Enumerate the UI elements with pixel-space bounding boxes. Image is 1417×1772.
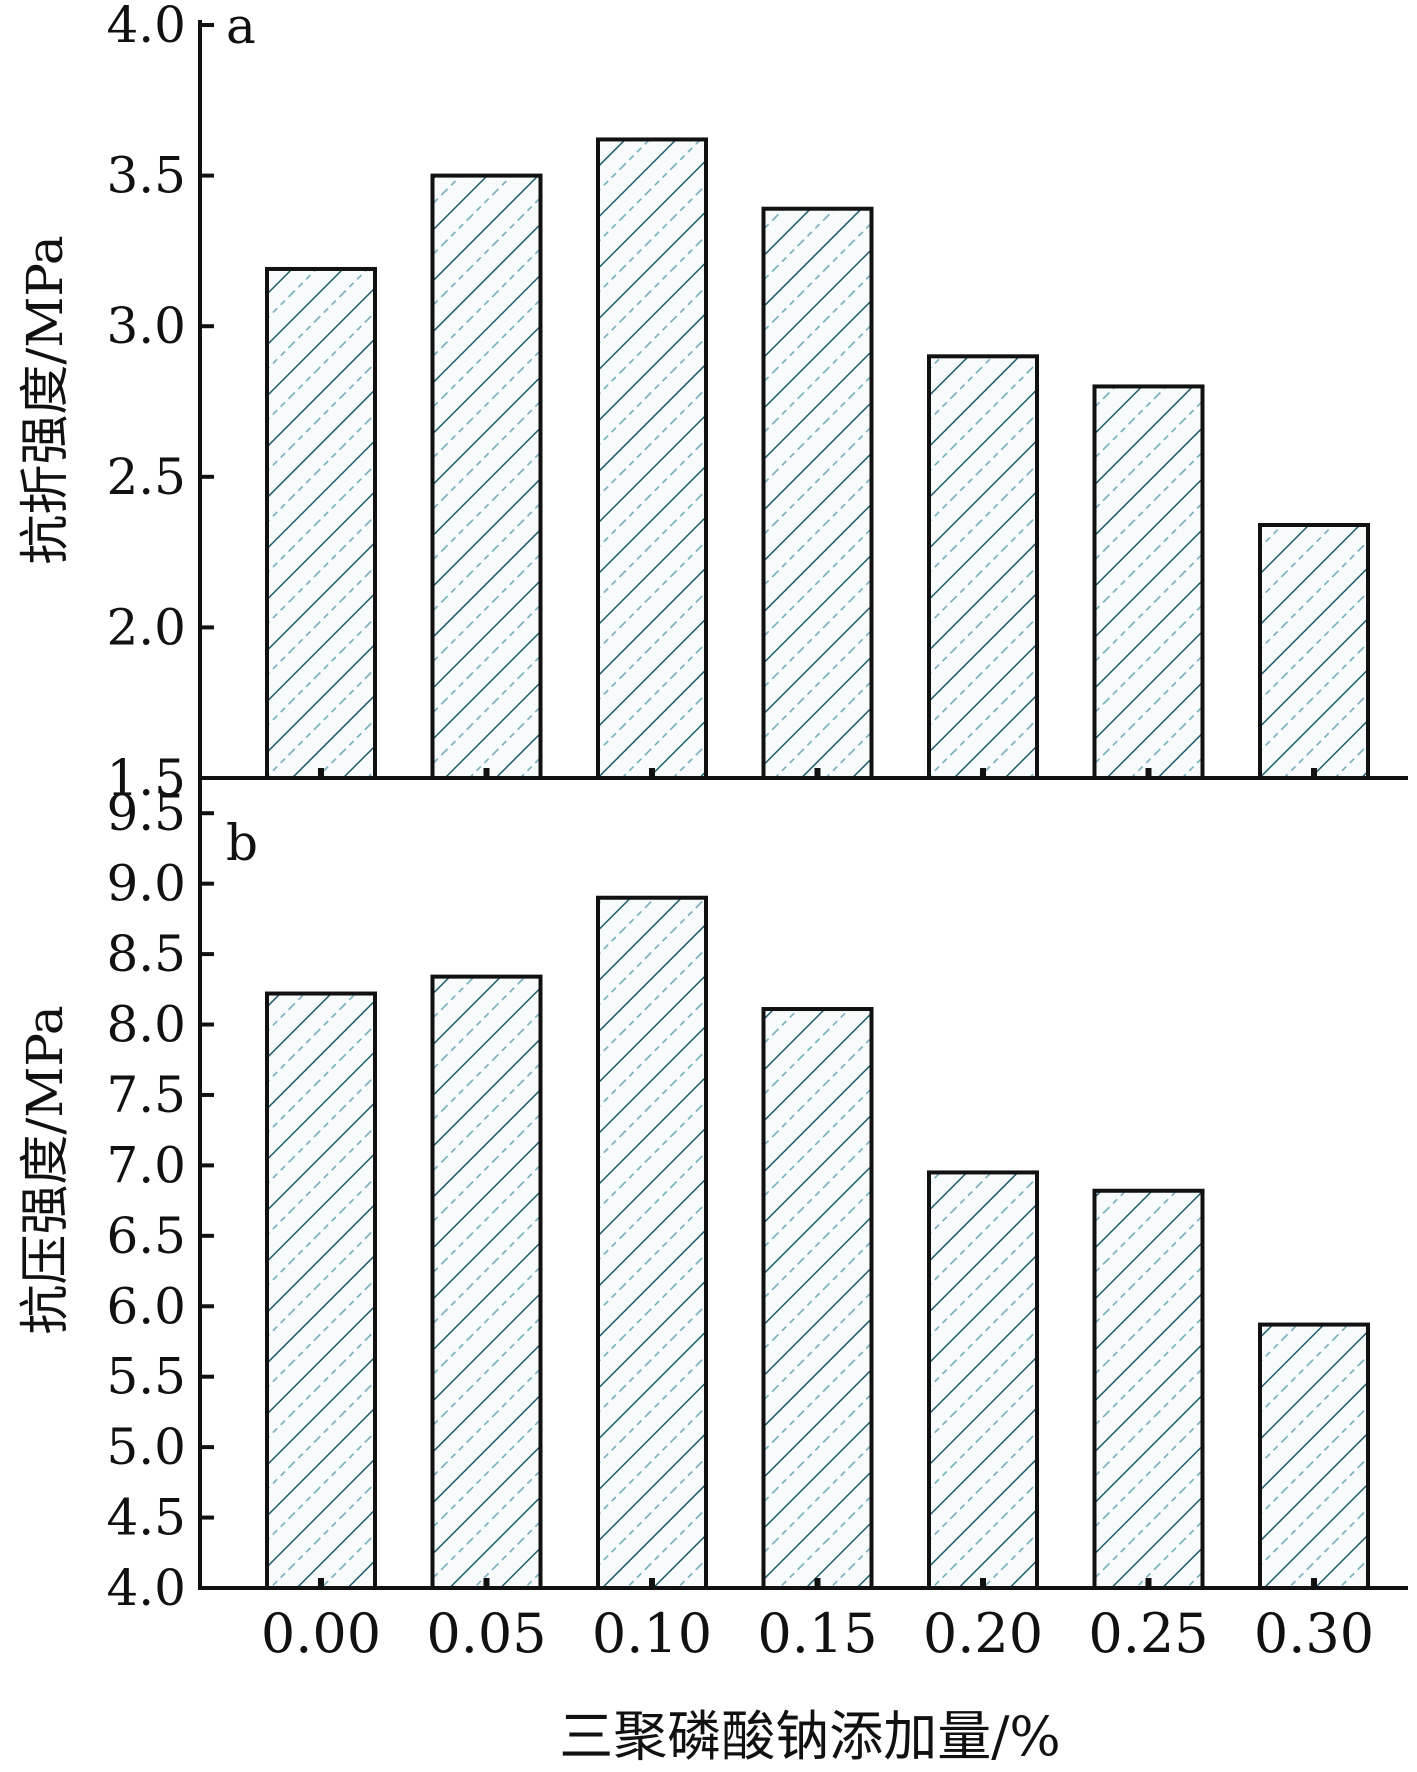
bar-b-0.20 (927, 1170, 1039, 1591)
y-axis-title: 抗折强度/MPa (16, 235, 74, 564)
bar-base-tick (1145, 768, 1152, 778)
y-tick-label: 3.5 (106, 147, 186, 205)
bar-base-tick (814, 768, 821, 778)
bar-b-0.10 (596, 895, 708, 1590)
y-tick-label: 3.0 (106, 297, 186, 355)
x-axis-title: 三聚磷酸钠添加量/% (559, 1705, 1061, 1768)
y-tick-label: 6.0 (106, 1277, 186, 1335)
bar-base-tick (1145, 1578, 1152, 1588)
y-tick-label: 7.5 (106, 1066, 186, 1124)
bar-b-0.00 (265, 991, 377, 1590)
bar-base-tick (483, 768, 490, 778)
bar-base-tick (1311, 768, 1317, 778)
y-tick-label: 9.5 (106, 784, 186, 842)
bar-base-tick (483, 1578, 490, 1588)
y-axis-title: 抗压强度/MPa (16, 1005, 74, 1334)
y-tick-label: 8.0 (106, 996, 186, 1054)
y-tick-label: 4.0 (106, 0, 186, 54)
bar-a-0.05 (430, 173, 543, 781)
y-tick-label: 2.5 (106, 448, 186, 506)
bar-base-tick (318, 768, 324, 778)
x-tick-label: 0.15 (757, 1602, 877, 1665)
x-tick-label: 0.00 (261, 1602, 381, 1665)
y-tick-label: 2.0 (106, 598, 186, 656)
y-tick-label: 6.5 (106, 1207, 186, 1265)
panel-label: b (226, 814, 258, 872)
bar-base-tick (649, 1578, 655, 1588)
bar-base-tick (980, 1578, 986, 1588)
bar-base-tick (318, 1578, 324, 1588)
panel-label: a (226, 0, 256, 55)
bar-b-0.25 (1092, 1188, 1205, 1590)
bar-base-tick (649, 768, 655, 778)
y-tick-label: 9.0 (106, 855, 186, 913)
bar-a-0.15 (761, 206, 874, 780)
x-tick-label: 0.25 (1088, 1602, 1208, 1665)
panel-a: 1.5 2.0 2.5 3.0 3.5 4.0 a 抗折强度/MPa (16, 0, 1408, 807)
bar-a-0.30 (1258, 522, 1370, 780)
y-tick-label: 4.0 (106, 1559, 186, 1617)
chart-root: 1.5 2.0 2.5 3.0 3.5 4.0 a 抗折强度/MPa 4.0 4.5 5.0 5.5 6… (16, 0, 1408, 1768)
y-tick-label: 8.5 (106, 925, 186, 983)
bar-b-0.30 (1258, 1322, 1370, 1590)
y-tick-label: 7.0 (106, 1136, 186, 1194)
x-tick-label: 0.05 (426, 1602, 546, 1665)
bar-a-0.25 (1092, 384, 1205, 780)
y-tick-label: 4.5 (106, 1489, 186, 1547)
bar-a-0.00 (265, 266, 377, 780)
bar-a-0.20 (927, 354, 1039, 780)
y-tick-label: 1.5 (106, 749, 186, 807)
bar-base-tick (980, 768, 986, 778)
x-tick-label: 0.10 (592, 1602, 712, 1665)
bar-b-0.15 (761, 1007, 874, 1590)
y-tick-label: 5.0 (106, 1418, 186, 1476)
bar-base-tick (814, 1578, 821, 1588)
bar-base-tick (1311, 1578, 1317, 1588)
x-tick-label: 0.20 (923, 1602, 1043, 1665)
bar-b-0.05 (430, 974, 543, 1590)
panel-b: 4.0 4.5 5.0 5.5 6.0 6.5 7.0 7.5 8.0 8.5 9.0 9.5 b 抗压强… (16, 773, 1408, 1768)
y-tick-label: 5.5 (106, 1348, 186, 1406)
x-tick-label: 0.30 (1254, 1602, 1374, 1665)
bar-a-0.10 (596, 137, 708, 780)
